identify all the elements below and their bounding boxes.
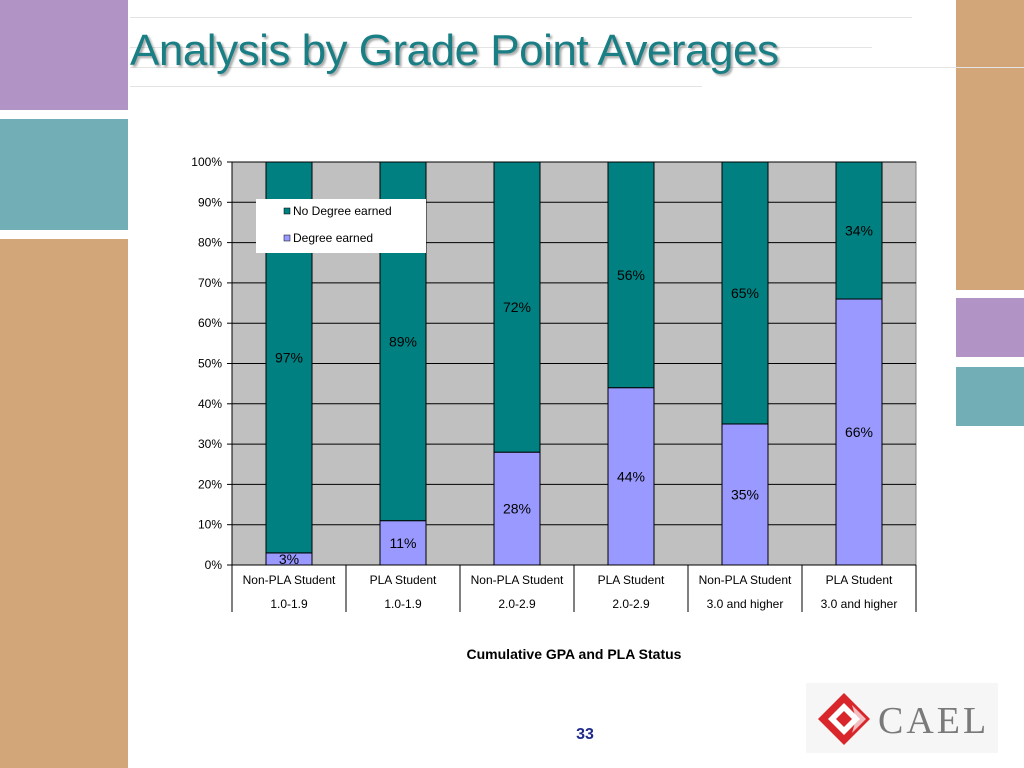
y-tick-label: 60% xyxy=(198,316,222,330)
x-group-label: 2.0-2.9 xyxy=(498,597,536,611)
legend-label: Degree earned xyxy=(293,231,373,245)
header-rule-2 xyxy=(130,47,872,48)
left-teal-block xyxy=(0,119,128,230)
x-category-label: Non-PLA Student xyxy=(243,573,336,587)
x-group-label: 1.0-1.9 xyxy=(270,597,308,611)
left-purple-block xyxy=(0,0,128,110)
legend-swatch xyxy=(283,207,291,215)
x-axis-title: Cumulative GPA and PLA Status xyxy=(466,646,682,662)
bar-segment xyxy=(721,161,769,425)
cael-logo: CAEL xyxy=(806,683,998,753)
data-label: 72% xyxy=(503,299,531,315)
y-tick-label: 40% xyxy=(198,397,222,411)
bar-segment xyxy=(379,520,427,566)
header-rule-4 xyxy=(130,86,702,87)
data-label: 28% xyxy=(503,501,531,517)
x-group-label: 2.0-2.9 xyxy=(612,597,650,611)
bar-segment xyxy=(835,298,883,566)
y-tick-label: 30% xyxy=(198,437,222,451)
bar-segment xyxy=(607,161,655,389)
x-category-label: PLA Student xyxy=(826,573,893,587)
data-label: 44% xyxy=(617,468,645,484)
bar-segment xyxy=(493,161,541,453)
cael-diamond-logo-icon xyxy=(818,693,870,745)
right-purple-block xyxy=(956,298,1024,357)
y-tick-label: 70% xyxy=(198,276,222,290)
y-tick-label: 80% xyxy=(198,236,222,250)
slide-title: Analysis by Grade Point Averages xyxy=(130,26,779,75)
data-label: 34% xyxy=(845,223,873,239)
data-label: 56% xyxy=(617,267,645,283)
x-category-label: Non-PLA Student xyxy=(699,573,792,587)
y-tick-label: 20% xyxy=(198,477,222,491)
x-group-label: 3.0 and higher xyxy=(821,597,898,611)
y-tick-label: 100% xyxy=(191,155,222,169)
legend-swatch xyxy=(283,234,291,242)
header-rule-3 xyxy=(130,67,1024,68)
data-label: 11% xyxy=(390,535,417,551)
right-tan-block xyxy=(956,0,1024,290)
page-number: 33 xyxy=(576,726,594,743)
x-category-label: PLA Student xyxy=(598,573,665,587)
x-category-label: Non-PLA Student xyxy=(471,573,564,587)
left-tan-block xyxy=(0,239,128,768)
x-group-label: 1.0-1.9 xyxy=(384,597,422,611)
y-tick-label: 50% xyxy=(198,357,222,371)
right-teal-block xyxy=(956,367,1024,426)
header-rule-1 xyxy=(130,17,912,18)
data-label: 89% xyxy=(389,333,417,349)
bar-segment xyxy=(721,423,769,566)
legend-label: No Degree earned xyxy=(293,204,392,218)
y-tick-label: 10% xyxy=(198,518,222,532)
bar-segment xyxy=(493,451,541,566)
data-label: 3% xyxy=(279,551,299,567)
data-label: 66% xyxy=(845,424,873,440)
data-label: 35% xyxy=(731,486,759,502)
data-label: 97% xyxy=(275,349,303,365)
bar-segment xyxy=(835,161,883,300)
bar-segment xyxy=(607,387,655,566)
x-category-label: PLA Student xyxy=(370,573,437,587)
data-label: 65% xyxy=(731,285,759,301)
logo-text: CAEL xyxy=(878,700,990,742)
y-tick-label: 0% xyxy=(205,558,223,572)
y-tick-label: 90% xyxy=(198,195,222,209)
x-group-label: 3.0 and higher xyxy=(707,597,784,611)
